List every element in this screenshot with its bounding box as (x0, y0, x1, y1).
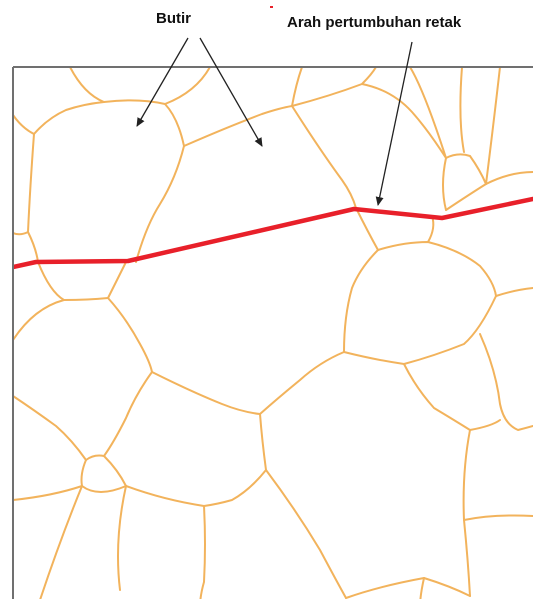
grain-boundary (419, 577, 425, 604)
grain-boundary (485, 171, 533, 185)
grain-boundary (135, 145, 185, 263)
grain-boundary (427, 215, 435, 243)
grain-boundary (13, 485, 83, 501)
grain-arrow-left (136, 37, 189, 127)
grain-boundary (164, 67, 211, 105)
diagram-frame (12, 66, 533, 599)
grain-boundary (403, 363, 501, 431)
grain-boundary (343, 249, 379, 353)
grain-boundary (259, 351, 345, 415)
grain-boundary (345, 577, 471, 599)
red-mark (270, 6, 273, 8)
grain-boundaries (13, 67, 533, 604)
grain-boundary (463, 514, 533, 521)
grain-boundary (485, 67, 501, 185)
grain-boundary (107, 261, 127, 299)
grain-boundary (495, 287, 533, 297)
grain-boundary (462, 429, 471, 597)
grain-boundary (13, 299, 65, 341)
grain-boundary (13, 133, 35, 236)
grain-boundary (343, 295, 497, 365)
grain-boundary (291, 67, 303, 107)
grain-boundary (103, 371, 153, 457)
grain-boundary (291, 67, 377, 107)
grain-boundary (361, 83, 447, 159)
grain-boundary (291, 105, 357, 209)
grain-boundary (203, 413, 267, 507)
grain-boundary (199, 505, 206, 604)
grain-boundary (377, 241, 497, 297)
grain-boundary (125, 485, 205, 507)
grain-boundary (27, 231, 39, 263)
grain-boundary (355, 207, 379, 251)
grain-boundary (265, 469, 347, 599)
grain-boundary (151, 371, 261, 415)
grain-boundary (445, 153, 487, 185)
grain-boundary (39, 485, 83, 601)
grain-boundary (69, 67, 105, 103)
grain-boundary (103, 99, 185, 147)
grain-boundary (445, 183, 487, 211)
grain-boundary (459, 67, 465, 153)
grain-boundary (85, 454, 127, 487)
grain-boundary (409, 67, 447, 159)
crack-path (13, 196, 533, 270)
grain-boundary (442, 157, 447, 211)
grain-boundary (183, 105, 293, 147)
grain-arrow-right (199, 37, 263, 147)
grain-boundary (117, 485, 127, 591)
grain-boundary (13, 395, 87, 461)
grain-boundary (107, 297, 153, 373)
grain-boundary (13, 101, 105, 135)
grain-boundary (479, 333, 533, 431)
grain-label: Butir (156, 10, 191, 27)
grain-boundary (37, 261, 109, 301)
crack-arrow (375, 41, 413, 206)
crack-direction-label: Arah pertumbuhan retak (287, 14, 462, 31)
